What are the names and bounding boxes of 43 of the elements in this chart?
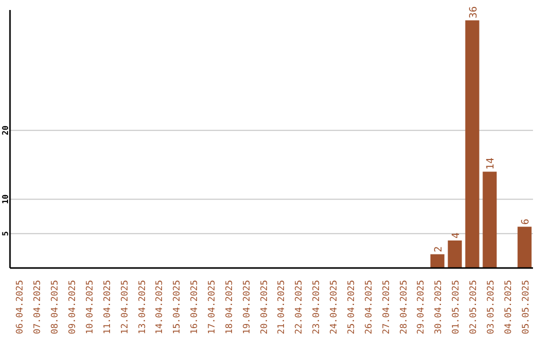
x-tick-label: 06.04.2025 [16,280,26,334]
x-tick-label: 23.04.2025 [312,280,322,334]
x-tick-label: 26.04.2025 [364,280,374,334]
x-tick-label: 02.05.2025 [468,280,479,334]
x-tick-label: 01.05.2025 [452,280,462,334]
bar [430,254,444,268]
data-label: 4 [450,232,462,238]
x-tick-label: 05.05.2025 [521,280,532,334]
x-tick-label: 12.04.2025 [120,280,130,334]
x-tick-label: 28.04.2025 [399,280,410,334]
x-tick-label: 17.04.2025 [207,280,218,334]
x-tick-label: 22.04.2025 [294,280,305,334]
y-tick-label: 10 [1,194,10,204]
data-label: 6 [520,218,532,225]
x-tick-label: 27.04.2025 [382,280,392,334]
x-tick-label: 18.04.2025 [224,280,235,334]
x-tick-label: 07.04.2025 [33,280,44,334]
y-tick-label: 5 [1,231,10,236]
x-tick-label: 21.04.2025 [277,280,288,334]
x-tick-label: 30.04.2025 [434,280,444,334]
x-tick-label: 09.04.2025 [68,280,78,334]
x-tick-label: 14.04.2025 [155,280,166,334]
x-tick-label: 11.04.2025 [102,280,113,334]
x-tick-label: 19.04.2025 [242,280,252,334]
x-tick-label: 25.04.2025 [346,280,357,334]
data-label: 2 [433,246,444,252]
bar [465,20,480,268]
y-tick-label: 20 [1,125,10,136]
bar [448,240,462,268]
x-tick-label: 15.04.2025 [172,280,183,334]
bar [482,172,497,268]
x-tick-label: 29.04.2025 [416,280,427,334]
x-tick-label: 20.04.2025 [260,280,270,334]
x-tick-label: 13.04.2025 [138,280,148,334]
x-tick-label: 03.05.2025 [486,280,496,334]
x-tick-label: 08.04.2025 [50,280,61,334]
x-tick-label: 04.05.2025 [504,280,514,334]
data-label: 14 [486,158,497,170]
x-tick-label: 10.04.2025 [85,280,96,334]
x-tick-label: 24.04.2025 [330,280,340,334]
bar [518,226,532,268]
x-tick-label: 16.04.2025 [190,280,200,334]
data-label: 36 [468,6,480,18]
